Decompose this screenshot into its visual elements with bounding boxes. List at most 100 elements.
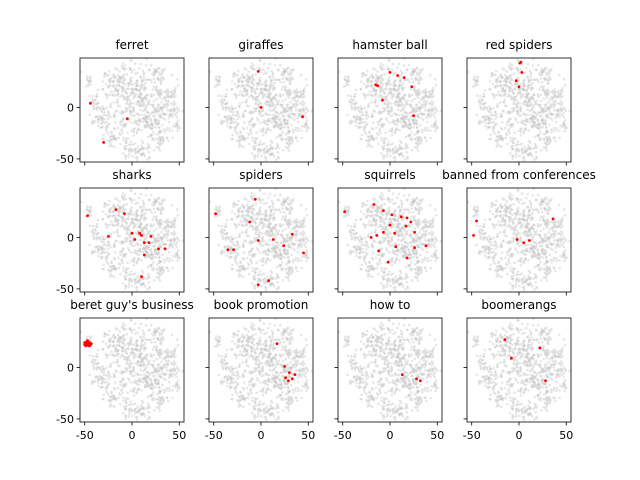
- background-point: [124, 97, 128, 101]
- background-point: [250, 210, 254, 213]
- background-point: [503, 104, 507, 107]
- background-point: [129, 91, 133, 95]
- background-point: [129, 58, 133, 62]
- background-point: [265, 249, 268, 253]
- background-point: [303, 113, 306, 117]
- background-point: [106, 110, 110, 113]
- background-point: [379, 80, 383, 83]
- background-point: [558, 115, 561, 119]
- background-point: [265, 258, 269, 262]
- background-point: [220, 94, 224, 98]
- background-point: [165, 126, 169, 130]
- background-point: [374, 126, 378, 130]
- background-point: [530, 81, 534, 85]
- background-point: [238, 268, 241, 272]
- background-point: [162, 117, 165, 120]
- background-point: [545, 113, 549, 116]
- background-point: [399, 69, 403, 73]
- background-point: [108, 223, 112, 226]
- background-point: [105, 203, 109, 207]
- background-point: [141, 98, 144, 101]
- background-point: [162, 139, 165, 142]
- background-point: [288, 245, 291, 248]
- background-point: [120, 194, 124, 198]
- background-point: [121, 111, 125, 114]
- background-point: [132, 224, 136, 227]
- background-point: [149, 78, 152, 82]
- background-point: [122, 68, 126, 71]
- background-point: [165, 256, 169, 260]
- background-point: [248, 253, 251, 257]
- background-point: [258, 270, 262, 273]
- background-point: [215, 84, 219, 88]
- background-point: [156, 119, 160, 123]
- background-point: [304, 78, 308, 81]
- background-point: [139, 88, 142, 91]
- background-point: [152, 77, 156, 80]
- background-point: [270, 69, 274, 73]
- background-point: [381, 83, 385, 87]
- background-point: [92, 101, 96, 104]
- background-point: [359, 87, 363, 91]
- background-point: [232, 251, 235, 255]
- background-point: [172, 110, 176, 113]
- background-point: [292, 261, 295, 264]
- background-point: [226, 118, 229, 122]
- background-point: [143, 285, 147, 288]
- background-point: [99, 109, 103, 112]
- background-point: [342, 85, 346, 88]
- background-point: [161, 75, 164, 79]
- background-point: [132, 134, 136, 137]
- background-point: [393, 156, 397, 159]
- background-point: [165, 128, 168, 132]
- background-point: [224, 95, 228, 99]
- background-point: [139, 102, 142, 105]
- background-point: [109, 115, 112, 119]
- background-point: [154, 108, 158, 112]
- background-point: [264, 132, 268, 135]
- background-point: [274, 103, 277, 107]
- background-point: [158, 256, 161, 260]
- background-point: [533, 120, 536, 124]
- panel: sharks-500: [56, 168, 185, 296]
- background-point: [117, 92, 120, 95]
- background-point: [120, 129, 123, 133]
- background-point: [393, 79, 397, 83]
- background-point: [365, 111, 368, 114]
- background-point: [126, 137, 130, 140]
- background-point: [255, 87, 259, 90]
- background-point: [563, 129, 566, 133]
- background-point: [109, 138, 112, 141]
- background-point: [127, 82, 130, 85]
- background-point: [525, 66, 528, 70]
- background-point: [490, 117, 494, 121]
- background-point: [96, 121, 100, 124]
- background-point: [103, 247, 106, 251]
- background-point: [547, 142, 550, 145]
- background-point: [152, 85, 156, 88]
- background-point: [250, 192, 254, 195]
- background-point: [294, 126, 298, 130]
- background-point: [245, 89, 249, 92]
- background-point: [429, 129, 432, 132]
- background-point: [133, 148, 136, 151]
- background-point: [275, 265, 279, 269]
- background-point: [244, 68, 248, 71]
- background-point: [153, 114, 156, 118]
- background-point: [500, 84, 503, 87]
- background-point: [119, 123, 122, 127]
- background-point: [540, 80, 544, 84]
- background-point: [419, 123, 422, 127]
- background-point: [121, 206, 125, 210]
- background-point: [122, 269, 125, 273]
- background-point: [97, 124, 100, 128]
- background-point: [119, 76, 123, 80]
- background-point: [271, 201, 275, 205]
- highlight-point: [301, 115, 304, 119]
- background-points: [79, 187, 184, 292]
- background-point: [101, 137, 104, 141]
- background-point: [162, 233, 166, 236]
- background-point: [562, 123, 566, 126]
- background-point: [136, 249, 139, 253]
- background-point: [389, 154, 392, 158]
